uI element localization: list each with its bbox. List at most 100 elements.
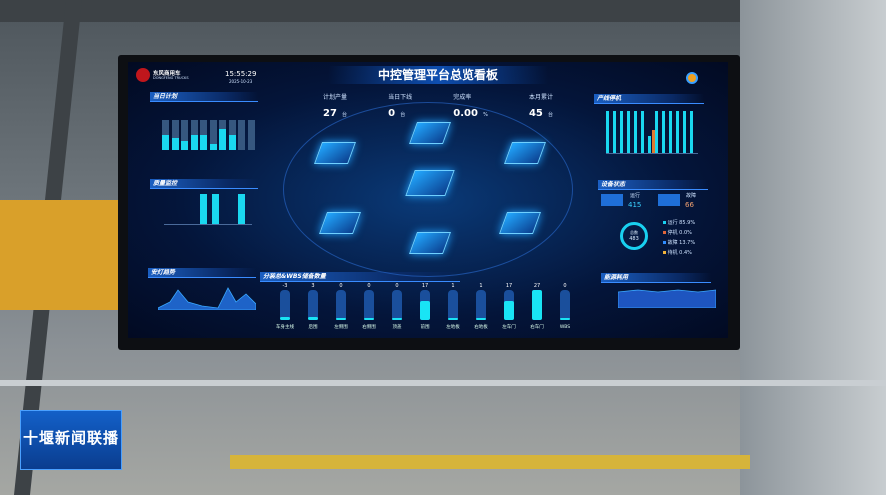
equipment-donut: 总数 483 xyxy=(620,222,648,250)
plan-bar xyxy=(171,120,179,150)
news-channel-name: 十堰新闻联播 xyxy=(22,429,119,447)
user-avatar[interactable] xyxy=(686,72,698,84)
clock-date: 2025-10-23 xyxy=(229,79,253,84)
wbs-value: 27 xyxy=(533,283,541,289)
wbs-cylinder: 0 xyxy=(364,283,374,320)
daily-plan-chart xyxy=(162,118,258,150)
andon-area-chart xyxy=(158,287,256,310)
legend-label: 待机 0.4% xyxy=(667,250,692,256)
legend-item: 运行 85.9% xyxy=(663,219,723,226)
downtime-bar xyxy=(606,111,609,153)
legend-item: 待机 0.4% xyxy=(663,249,723,256)
wbs-category: 左车门 xyxy=(502,325,516,330)
hub-ring xyxy=(283,102,573,277)
panel-title-quality: 质量监控 xyxy=(150,179,258,189)
plan-bar xyxy=(247,120,255,150)
fault-count: 66 xyxy=(685,201,694,209)
downtime-bar xyxy=(620,111,623,153)
wbs-value: 1 xyxy=(479,283,483,289)
clock-time: 15:55:29 xyxy=(225,70,257,78)
wbs-value: 0 xyxy=(563,283,567,289)
brand-name-en: DONGFENG TRUCKS xyxy=(153,76,189,80)
downtime-bar xyxy=(627,111,630,153)
wbs-category: 顶盖 xyxy=(392,325,402,330)
downtime-bar xyxy=(655,111,658,153)
brand-logo-icon xyxy=(136,68,150,82)
downtime-bar xyxy=(648,136,651,153)
light-strip xyxy=(0,380,886,386)
news-channel-logo: 十堰新闻联播 xyxy=(20,410,122,470)
legend-label: 故障 13.7% xyxy=(667,240,696,246)
dashboard-screen: 东风商用车 DONGFENG TRUCKS 15:55:29 2025-10-2… xyxy=(128,62,728,338)
actual-bar xyxy=(219,129,226,150)
downtime-bar xyxy=(641,111,644,153)
plan-bar xyxy=(238,120,245,150)
wbs-category: 右车门 xyxy=(530,325,544,330)
actual-bar xyxy=(200,135,207,150)
downtime-bar xyxy=(676,111,679,153)
quality-bar xyxy=(238,194,245,224)
panel-title-equipment: 设备状态 xyxy=(598,180,708,190)
running-label: 运行 xyxy=(630,193,641,199)
kpi-unit: 台 xyxy=(342,112,348,118)
panel-title-andon: 安灯趋势 xyxy=(148,268,256,278)
steel-frame xyxy=(740,0,886,495)
downtime-bar xyxy=(690,111,693,153)
actual-bar xyxy=(181,141,188,150)
kpi-item: 计划产量 27 台 xyxy=(323,92,348,119)
quality-bar xyxy=(200,194,207,224)
wbs-cylinder: 17 xyxy=(504,283,514,320)
energy-area-chart xyxy=(618,289,716,308)
brand-name: 东风商用车 xyxy=(153,71,181,77)
kpi-value: 27 xyxy=(323,108,337,119)
actual-bar xyxy=(171,138,179,150)
fault-icon xyxy=(658,194,680,206)
wbs-category: 前围 xyxy=(420,325,430,330)
downtime-bar xyxy=(662,111,665,153)
wbs-cylinder: 0 xyxy=(336,283,346,320)
running-icon xyxy=(601,194,623,206)
page-title: 中控管理平台总览看板 xyxy=(328,66,548,84)
wbs-category: 车身主线 xyxy=(276,325,294,330)
wbs-cylinder: 0 xyxy=(560,283,570,320)
kpi-item: 本月累计 45 台 xyxy=(528,92,553,119)
kpi-label: 完成率 xyxy=(453,94,472,101)
panel-title-energy: 能源耗用 xyxy=(601,273,711,283)
yellow-structure xyxy=(0,200,120,310)
total-count: 483 xyxy=(629,236,639,242)
wbs-category: 左侧围 xyxy=(334,325,348,330)
downtime-bar xyxy=(634,111,637,153)
fault-label: 故障 xyxy=(686,193,697,199)
wbs-value: 0 xyxy=(367,283,371,289)
legend-item: 停机 0.0% xyxy=(663,229,723,236)
kpi-unit: 台 xyxy=(547,112,553,118)
kpi-value: 45 xyxy=(528,108,543,119)
running-count: 415 xyxy=(628,201,642,209)
downtime-chart xyxy=(606,110,698,154)
panel-title-wbs: 分装总&WBS储备数量 xyxy=(260,272,460,282)
downtime-bar-secondary xyxy=(651,129,655,153)
downtime-bar xyxy=(613,111,616,153)
wbs-value: 17 xyxy=(505,283,513,289)
wbs-cylinder: 1 xyxy=(448,283,458,320)
actual-bar xyxy=(209,144,217,150)
wbs-category: 右侧围 xyxy=(362,325,376,330)
actual-bar xyxy=(190,135,198,150)
wbs-cylinder: 3 xyxy=(308,283,318,320)
andon-area xyxy=(158,287,256,310)
wbs-category: 右地板 xyxy=(474,325,488,330)
wbs-cylinder: 27 xyxy=(532,283,542,320)
downtime-bar xyxy=(683,111,686,153)
wbs-value: 17 xyxy=(421,283,429,289)
yellow-rail xyxy=(230,455,750,469)
wbs-cylinder: -3 xyxy=(280,283,290,320)
wbs-value: 3 xyxy=(311,283,315,289)
energy-area xyxy=(618,289,716,308)
total-label: 总数 xyxy=(630,230,638,235)
wbs-value: 0 xyxy=(339,283,343,289)
wbs-category: 左地板 xyxy=(446,325,460,330)
equipment-legend: 运行 85.9% 停机 0.0% 故障 13.7% 待机 0.4% xyxy=(663,219,723,259)
actual-bar xyxy=(162,135,169,150)
wbs-value: -3 xyxy=(282,283,288,289)
wbs-category: WBS xyxy=(559,325,571,330)
